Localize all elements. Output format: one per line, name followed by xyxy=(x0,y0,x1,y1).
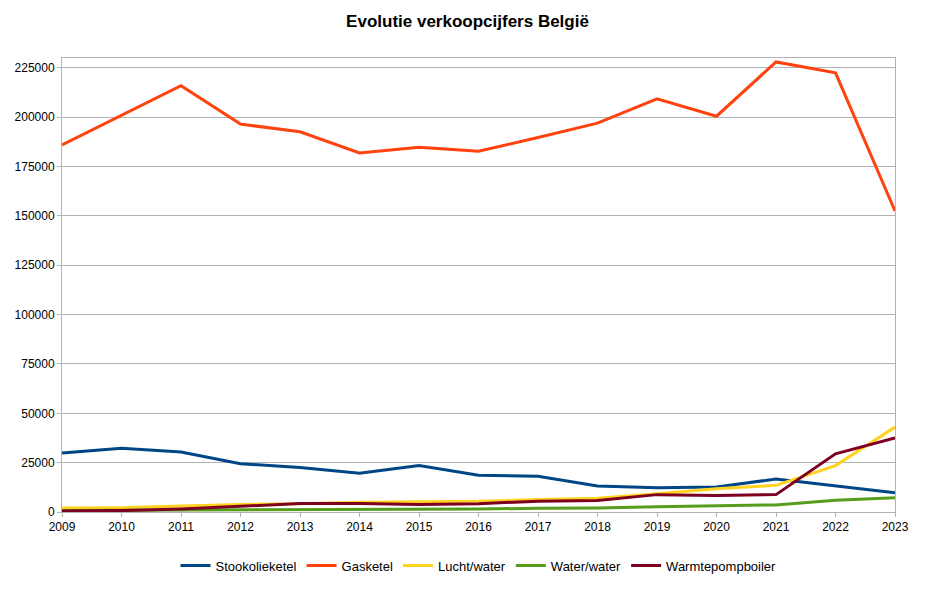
svg-text:175000: 175000 xyxy=(15,160,55,174)
svg-text:2009: 2009 xyxy=(49,520,76,534)
svg-text:Lucht/water: Lucht/water xyxy=(438,559,506,574)
svg-text:2022: 2022 xyxy=(822,520,849,534)
svg-text:2017: 2017 xyxy=(525,520,552,534)
svg-text:2020: 2020 xyxy=(703,520,730,534)
svg-text:50000: 50000 xyxy=(21,407,55,421)
svg-text:200000: 200000 xyxy=(15,110,55,124)
svg-text:Warmtepompboiler: Warmtepompboiler xyxy=(666,559,776,574)
svg-text:125000: 125000 xyxy=(15,258,55,272)
svg-text:Evolutie verkoopcijfers België: Evolutie verkoopcijfers België xyxy=(346,12,589,31)
svg-text:2011: 2011 xyxy=(168,520,194,534)
svg-text:2014: 2014 xyxy=(346,520,373,534)
svg-text:2012: 2012 xyxy=(227,520,254,534)
svg-text:2023: 2023 xyxy=(882,520,909,534)
svg-text:0: 0 xyxy=(48,505,55,519)
svg-text:75000: 75000 xyxy=(21,357,55,371)
svg-text:Stookolieketel: Stookolieketel xyxy=(216,559,297,574)
svg-text:Gasketel: Gasketel xyxy=(342,559,393,574)
svg-text:2019: 2019 xyxy=(644,520,671,534)
svg-text:150000: 150000 xyxy=(15,209,55,223)
svg-text:2015: 2015 xyxy=(406,520,433,534)
svg-text:2021: 2021 xyxy=(763,520,790,534)
svg-text:2010: 2010 xyxy=(108,520,135,534)
svg-text:Water/water: Water/water xyxy=(551,559,621,574)
svg-text:225000: 225000 xyxy=(15,61,55,75)
svg-text:25000: 25000 xyxy=(21,456,55,470)
svg-text:100000: 100000 xyxy=(15,308,55,322)
svg-text:2018: 2018 xyxy=(584,520,611,534)
svg-text:2013: 2013 xyxy=(287,520,314,534)
svg-text:2016: 2016 xyxy=(465,520,492,534)
